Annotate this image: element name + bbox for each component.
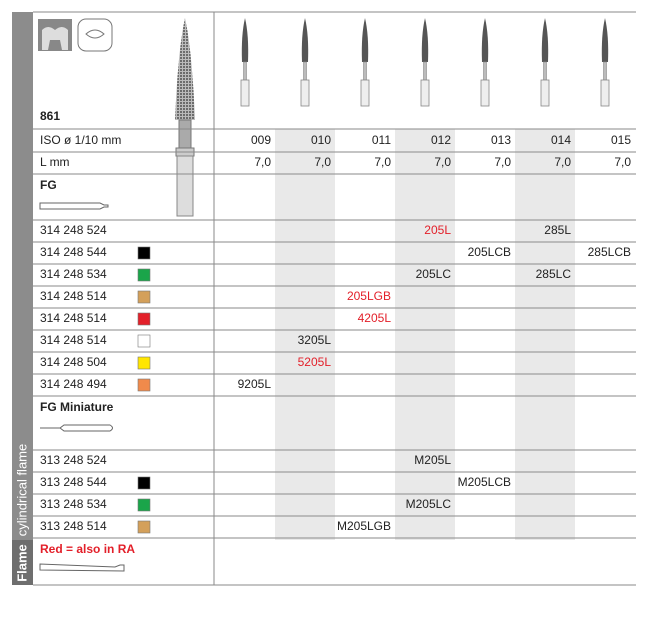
length: 7,0 [254,155,271,169]
size: 014 [551,133,571,147]
color-code [137,246,151,260]
cell: 4205L [358,311,392,325]
bur-neck [603,61,607,81]
color-code [137,378,151,392]
shank-icon [40,424,113,432]
code: 314 248 524 [40,223,107,237]
color-code [137,312,151,326]
bur-shank [240,79,250,107]
code: 314 248 504 [40,355,107,369]
code: 313 248 514 [40,519,107,533]
cell: M205LGB [337,519,391,533]
code: 313 248 524 [40,453,107,467]
length: 7,0 [374,155,391,169]
cell: 285LCB [588,245,631,259]
bur-neck [483,61,487,81]
length: 7,0 [554,155,571,169]
cell: M205L [414,453,451,467]
size: 011 [372,133,391,147]
size: 010 [311,133,331,147]
code: 313 248 544 [40,475,107,489]
bur-shank [600,79,610,107]
bur-icon [481,18,489,62]
bur-icon [301,18,309,62]
bur-icon [601,18,609,62]
bur-shank [540,79,550,107]
size: 009 [251,133,271,147]
bur-image [175,18,195,217]
cell: 205L [424,223,451,237]
size: 013 [491,133,511,147]
code: 314 248 494 [40,377,107,391]
size: 012 [431,133,451,147]
bur-icon [241,18,249,62]
bur-icon [421,18,429,62]
tooth-icons [38,18,113,52]
color-code [137,334,151,348]
code: 313 248 534 [40,497,107,511]
side-label: cylindrical flame [14,444,29,536]
color-code [137,520,151,534]
cell: 205LGB [347,289,391,303]
code: 314 248 514 [40,289,107,303]
column-shade [395,129,455,540]
cell: 205LC [416,267,452,281]
bur-shank [360,79,370,107]
column-shade [515,129,575,540]
code: 314 248 514 [40,311,107,325]
bur-shank [480,79,490,107]
color-code [137,356,151,370]
category: Flame [14,544,29,582]
length: 7,0 [434,155,451,169]
color-code [137,268,151,282]
color-code [137,290,151,304]
model: 861 [40,109,60,123]
rows: FG 314 248 524 205L 285L 314 248 544 205LCB 28… [40,178,631,533]
shank-icon [39,563,125,572]
note: Red = also in RA [40,542,135,556]
bur-neck [303,61,307,81]
cell: 285L [544,223,571,237]
bur-neck [363,61,367,81]
cell: 9205L [238,377,272,391]
bur-icon [541,18,549,62]
cell: 3205L [298,333,332,347]
section-title: FG Miniature [40,400,114,414]
size: 015 [611,133,631,147]
length: 7,0 [494,155,511,169]
bur-neck [543,61,547,81]
length: 7,0 [614,155,631,169]
bur-shank [300,79,310,107]
shank-icon [39,202,109,210]
code: 314 248 534 [40,267,107,281]
side-band [12,12,33,540]
length-label: L mm [40,155,70,169]
cell: 5205L [298,355,332,369]
bur-icon [361,18,369,62]
color-code [137,476,151,490]
iso-label: ISO ø 1/10 mm [40,133,121,147]
cell: M205LCB [458,475,511,489]
cell: M205LC [406,497,452,511]
side-band-dark [12,540,33,585]
bur-neck [243,61,247,81]
code: 314 248 544 [40,245,107,259]
cell: 285LC [536,267,572,281]
color-code [137,498,151,512]
bur-shank [420,79,430,107]
cell: 205LCB [468,245,511,259]
code: 314 248 514 [40,333,107,347]
bur-neck [423,61,427,81]
length: 7,0 [314,155,331,169]
section-title: FG [40,178,57,192]
